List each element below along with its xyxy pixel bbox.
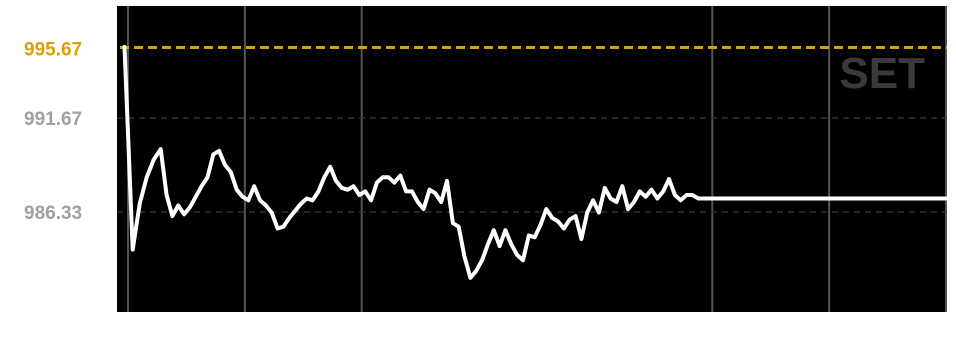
plot-area — [117, 6, 947, 312]
x-axis-labels: 10 11 12 15 16 17 — [117, 325, 955, 347]
reference-line-label: 995.67 — [24, 39, 82, 60]
y-axis-labels: 997.00 991.67 986.33 981.00 995.67 — [24, 12, 82, 328]
y-tick-label: 981.00 — [24, 307, 82, 328]
grid-lines — [117, 6, 947, 312]
x-tick-label: 12 — [351, 325, 373, 347]
x-tick-label: 16 — [818, 325, 840, 347]
watermark-layer: SET — [839, 49, 925, 98]
y-tick-label: 997.00 — [24, 12, 82, 33]
x-tick-label: 10 — [117, 325, 139, 347]
x-tick-label: 11 — [234, 325, 255, 347]
x-tick-label: 17 — [933, 325, 955, 347]
watermark-label: SET — [839, 49, 925, 98]
series-line — [122, 44, 948, 280]
y-tick-label: 986.33 — [24, 203, 82, 224]
y-tick-label: 991.67 — [24, 109, 82, 130]
x-tick-label: 15 — [701, 325, 723, 347]
